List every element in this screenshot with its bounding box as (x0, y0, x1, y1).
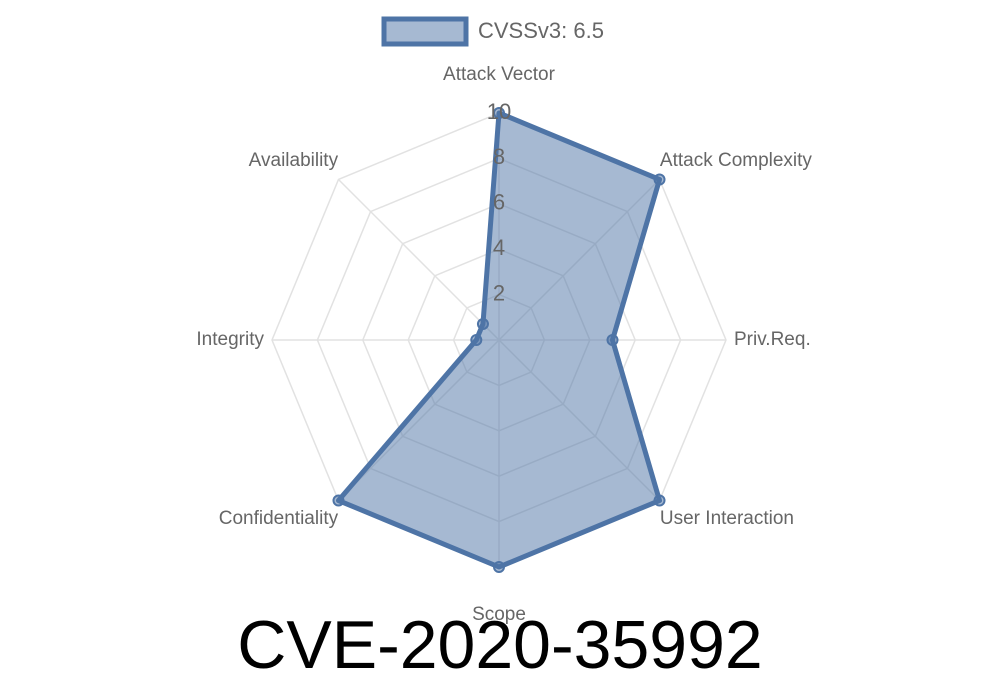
legend-label: CVSSv3: 6.5 (478, 18, 604, 43)
r-tick-label: 6 (493, 190, 505, 215)
radar-point (332, 494, 345, 507)
legend-swatch (381, 16, 469, 47)
axis-line (337, 178, 500, 341)
r-tick-label: 8 (493, 144, 505, 169)
chart-title: CVE-2020-35992 (237, 607, 762, 683)
r-tick-label: 4 (493, 235, 505, 260)
radar-point (653, 494, 666, 507)
axis-label: Confidentiality (219, 508, 339, 529)
axis-label: Integrity (196, 329, 264, 350)
axis-label: Availability (249, 150, 339, 171)
radar-point (470, 334, 483, 346)
axis-label: Scope (472, 604, 526, 625)
axis-label: User Interaction (660, 508, 794, 529)
axis-label: Attack Complexity (660, 150, 813, 171)
axis-label: Priv.Req. (734, 329, 811, 350)
radar-point (493, 107, 505, 119)
radar-point (653, 173, 666, 186)
radar-point (493, 561, 505, 573)
r-tick-label: 10 (487, 99, 511, 124)
radar-point (606, 334, 619, 346)
axis-label: Attack Vector (443, 64, 556, 85)
r-tick-label: 2 (493, 280, 505, 305)
radar-point (476, 317, 489, 330)
